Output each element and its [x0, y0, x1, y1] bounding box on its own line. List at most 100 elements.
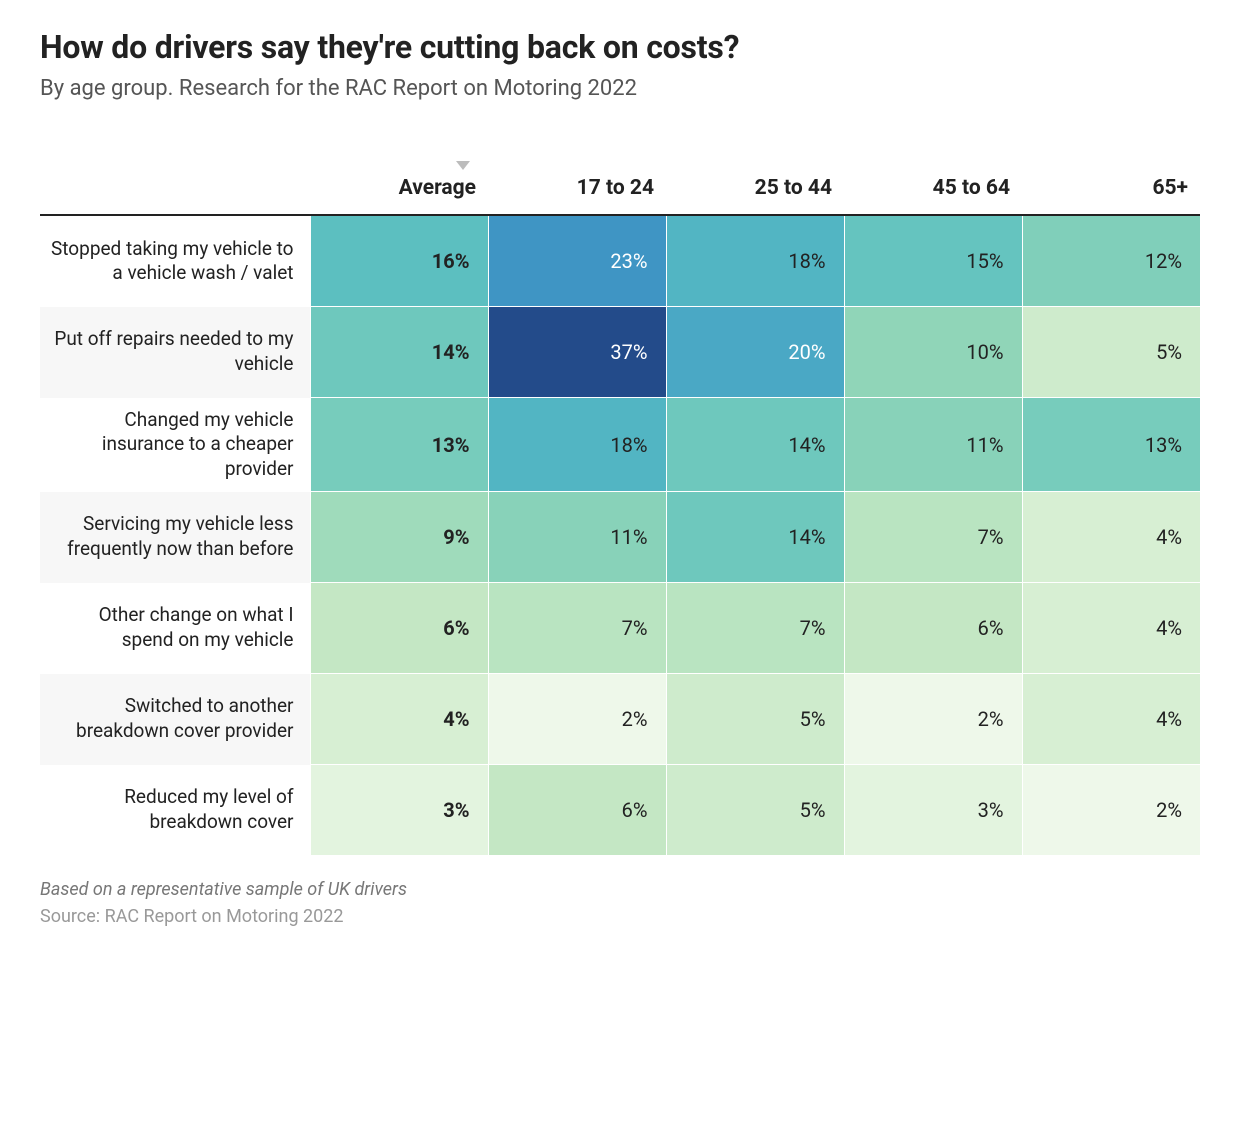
cell-suffix: % [633, 525, 648, 549]
cell-value: 10 [966, 340, 988, 364]
heatmap-cell: 7% [844, 492, 1022, 583]
cell-suffix: % [811, 249, 826, 273]
heatmap-body: Stopped taking my vehicle to a vehicle w… [40, 215, 1200, 855]
cell-value: 37 [610, 340, 632, 364]
cell-suffix: % [633, 616, 648, 640]
chart-footnote: Based on a representative sample of UK d… [40, 879, 1200, 900]
cell-suffix: % [1167, 798, 1182, 822]
heatmap-cell: 4% [1022, 674, 1200, 765]
cell-suffix: % [633, 707, 648, 731]
heatmap-cell: 15% [844, 215, 1022, 307]
heatmap-cell: 13% [310, 398, 488, 492]
heatmap-cell: 5% [1022, 307, 1200, 398]
table-row: Servicing my vehicle less frequently now… [40, 492, 1200, 583]
heatmap-cell: 3% [310, 765, 488, 856]
heatmap-cell: 37% [488, 307, 666, 398]
sort-descending-icon [456, 161, 470, 170]
heatmap-cell: 3% [844, 765, 1022, 856]
heatmap-cell: 6% [488, 765, 666, 856]
column-header[interactable]: 17 to 24 [488, 151, 666, 215]
cell-value: 16 [432, 249, 455, 273]
cell-suffix: % [989, 433, 1004, 457]
column-header[interactable]: Average [310, 151, 488, 215]
heatmap-header: Average 17 to 24 25 to 44 45 to 64 65+ [40, 151, 1200, 215]
cell-value: 14 [788, 525, 810, 549]
cell-suffix: % [455, 616, 470, 640]
cell-suffix: % [989, 707, 1004, 731]
chart-title: How do drivers say they're cutting back … [40, 28, 1200, 66]
column-header-label: 17 to 24 [577, 176, 654, 200]
column-header[interactable]: 65+ [1022, 151, 1200, 215]
row-label: Servicing my vehicle less frequently now… [40, 492, 310, 583]
cell-suffix: % [811, 798, 826, 822]
cell-value: 2 [622, 707, 633, 731]
table-row: Reduced my level of breakdown cover3%6%5… [40, 765, 1200, 856]
cell-suffix: % [455, 249, 470, 273]
column-header-label: 25 to 44 [755, 176, 832, 200]
chart-container: How do drivers say they're cutting back … [0, 0, 1240, 967]
heatmap-cell: 11% [488, 492, 666, 583]
heatmap-cell: 14% [666, 492, 844, 583]
cell-value: 14 [788, 433, 810, 457]
heatmap-cell: 7% [488, 583, 666, 674]
cell-value: 5 [1156, 340, 1167, 364]
heatmap-cell: 6% [844, 583, 1022, 674]
heatmap-cell: 9% [310, 492, 488, 583]
cell-value: 6 [978, 616, 989, 640]
cell-value: 7 [622, 616, 633, 640]
cell-suffix: % [811, 707, 826, 731]
cell-suffix: % [989, 340, 1004, 364]
heatmap-cell: 13% [1022, 398, 1200, 492]
heatmap-cell: 20% [666, 307, 844, 398]
cell-value: 15 [966, 249, 988, 273]
cell-value: 11 [966, 433, 988, 457]
cell-suffix: % [1167, 249, 1182, 273]
column-header[interactable]: 25 to 44 [666, 151, 844, 215]
cell-value: 6 [443, 616, 454, 640]
table-row: Put off repairs needed to my vehicle14%3… [40, 307, 1200, 398]
heatmap-cell: 4% [1022, 583, 1200, 674]
cell-suffix: % [455, 433, 470, 457]
column-header-label: 65+ [1152, 176, 1188, 200]
cell-value: 18 [610, 433, 632, 457]
row-label: Stopped taking my vehicle to a vehicle w… [40, 215, 310, 307]
cell-suffix: % [811, 525, 826, 549]
cell-suffix: % [455, 798, 470, 822]
cell-suffix: % [1167, 707, 1182, 731]
table-row: Switched to another breakdown cover prov… [40, 674, 1200, 765]
cell-value: 3 [443, 798, 454, 822]
heatmap-cell: 14% [310, 307, 488, 398]
cell-value: 14 [432, 340, 455, 364]
heatmap-cell: 11% [844, 398, 1022, 492]
heatmap-cell: 5% [666, 674, 844, 765]
cell-suffix: % [1167, 340, 1182, 364]
row-label: Switched to another breakdown cover prov… [40, 674, 310, 765]
cell-value: 2 [1156, 798, 1167, 822]
row-label: Changed my vehicle insurance to a cheape… [40, 398, 310, 492]
column-header[interactable]: 45 to 64 [844, 151, 1022, 215]
column-header-label: 45 to 64 [933, 176, 1010, 200]
cell-value: 2 [978, 707, 989, 731]
cell-suffix: % [1167, 525, 1182, 549]
cell-value: 4 [1156, 707, 1167, 731]
cell-suffix: % [989, 616, 1004, 640]
heatmap-cell: 4% [310, 674, 488, 765]
row-label: Reduced my level of breakdown cover [40, 765, 310, 856]
column-header-label: Average [399, 176, 476, 200]
cell-suffix: % [989, 525, 1004, 549]
cell-value: 7 [978, 525, 989, 549]
heatmap-cell: 16% [310, 215, 488, 307]
heatmap-cell: 5% [666, 765, 844, 856]
heatmap-cell: 23% [488, 215, 666, 307]
table-row: Stopped taking my vehicle to a vehicle w… [40, 215, 1200, 307]
row-label: Put off repairs needed to my vehicle [40, 307, 310, 398]
heatmap-cell: 14% [666, 398, 844, 492]
heatmap-cell: 18% [488, 398, 666, 492]
cell-suffix: % [811, 433, 826, 457]
chart-source: Source: RAC Report on Motoring 2022 [40, 906, 1200, 927]
heatmap-cell: 12% [1022, 215, 1200, 307]
header-spacer [40, 151, 310, 215]
cell-suffix: % [989, 249, 1004, 273]
cell-value: 5 [800, 707, 811, 731]
heatmap-cell: 6% [310, 583, 488, 674]
